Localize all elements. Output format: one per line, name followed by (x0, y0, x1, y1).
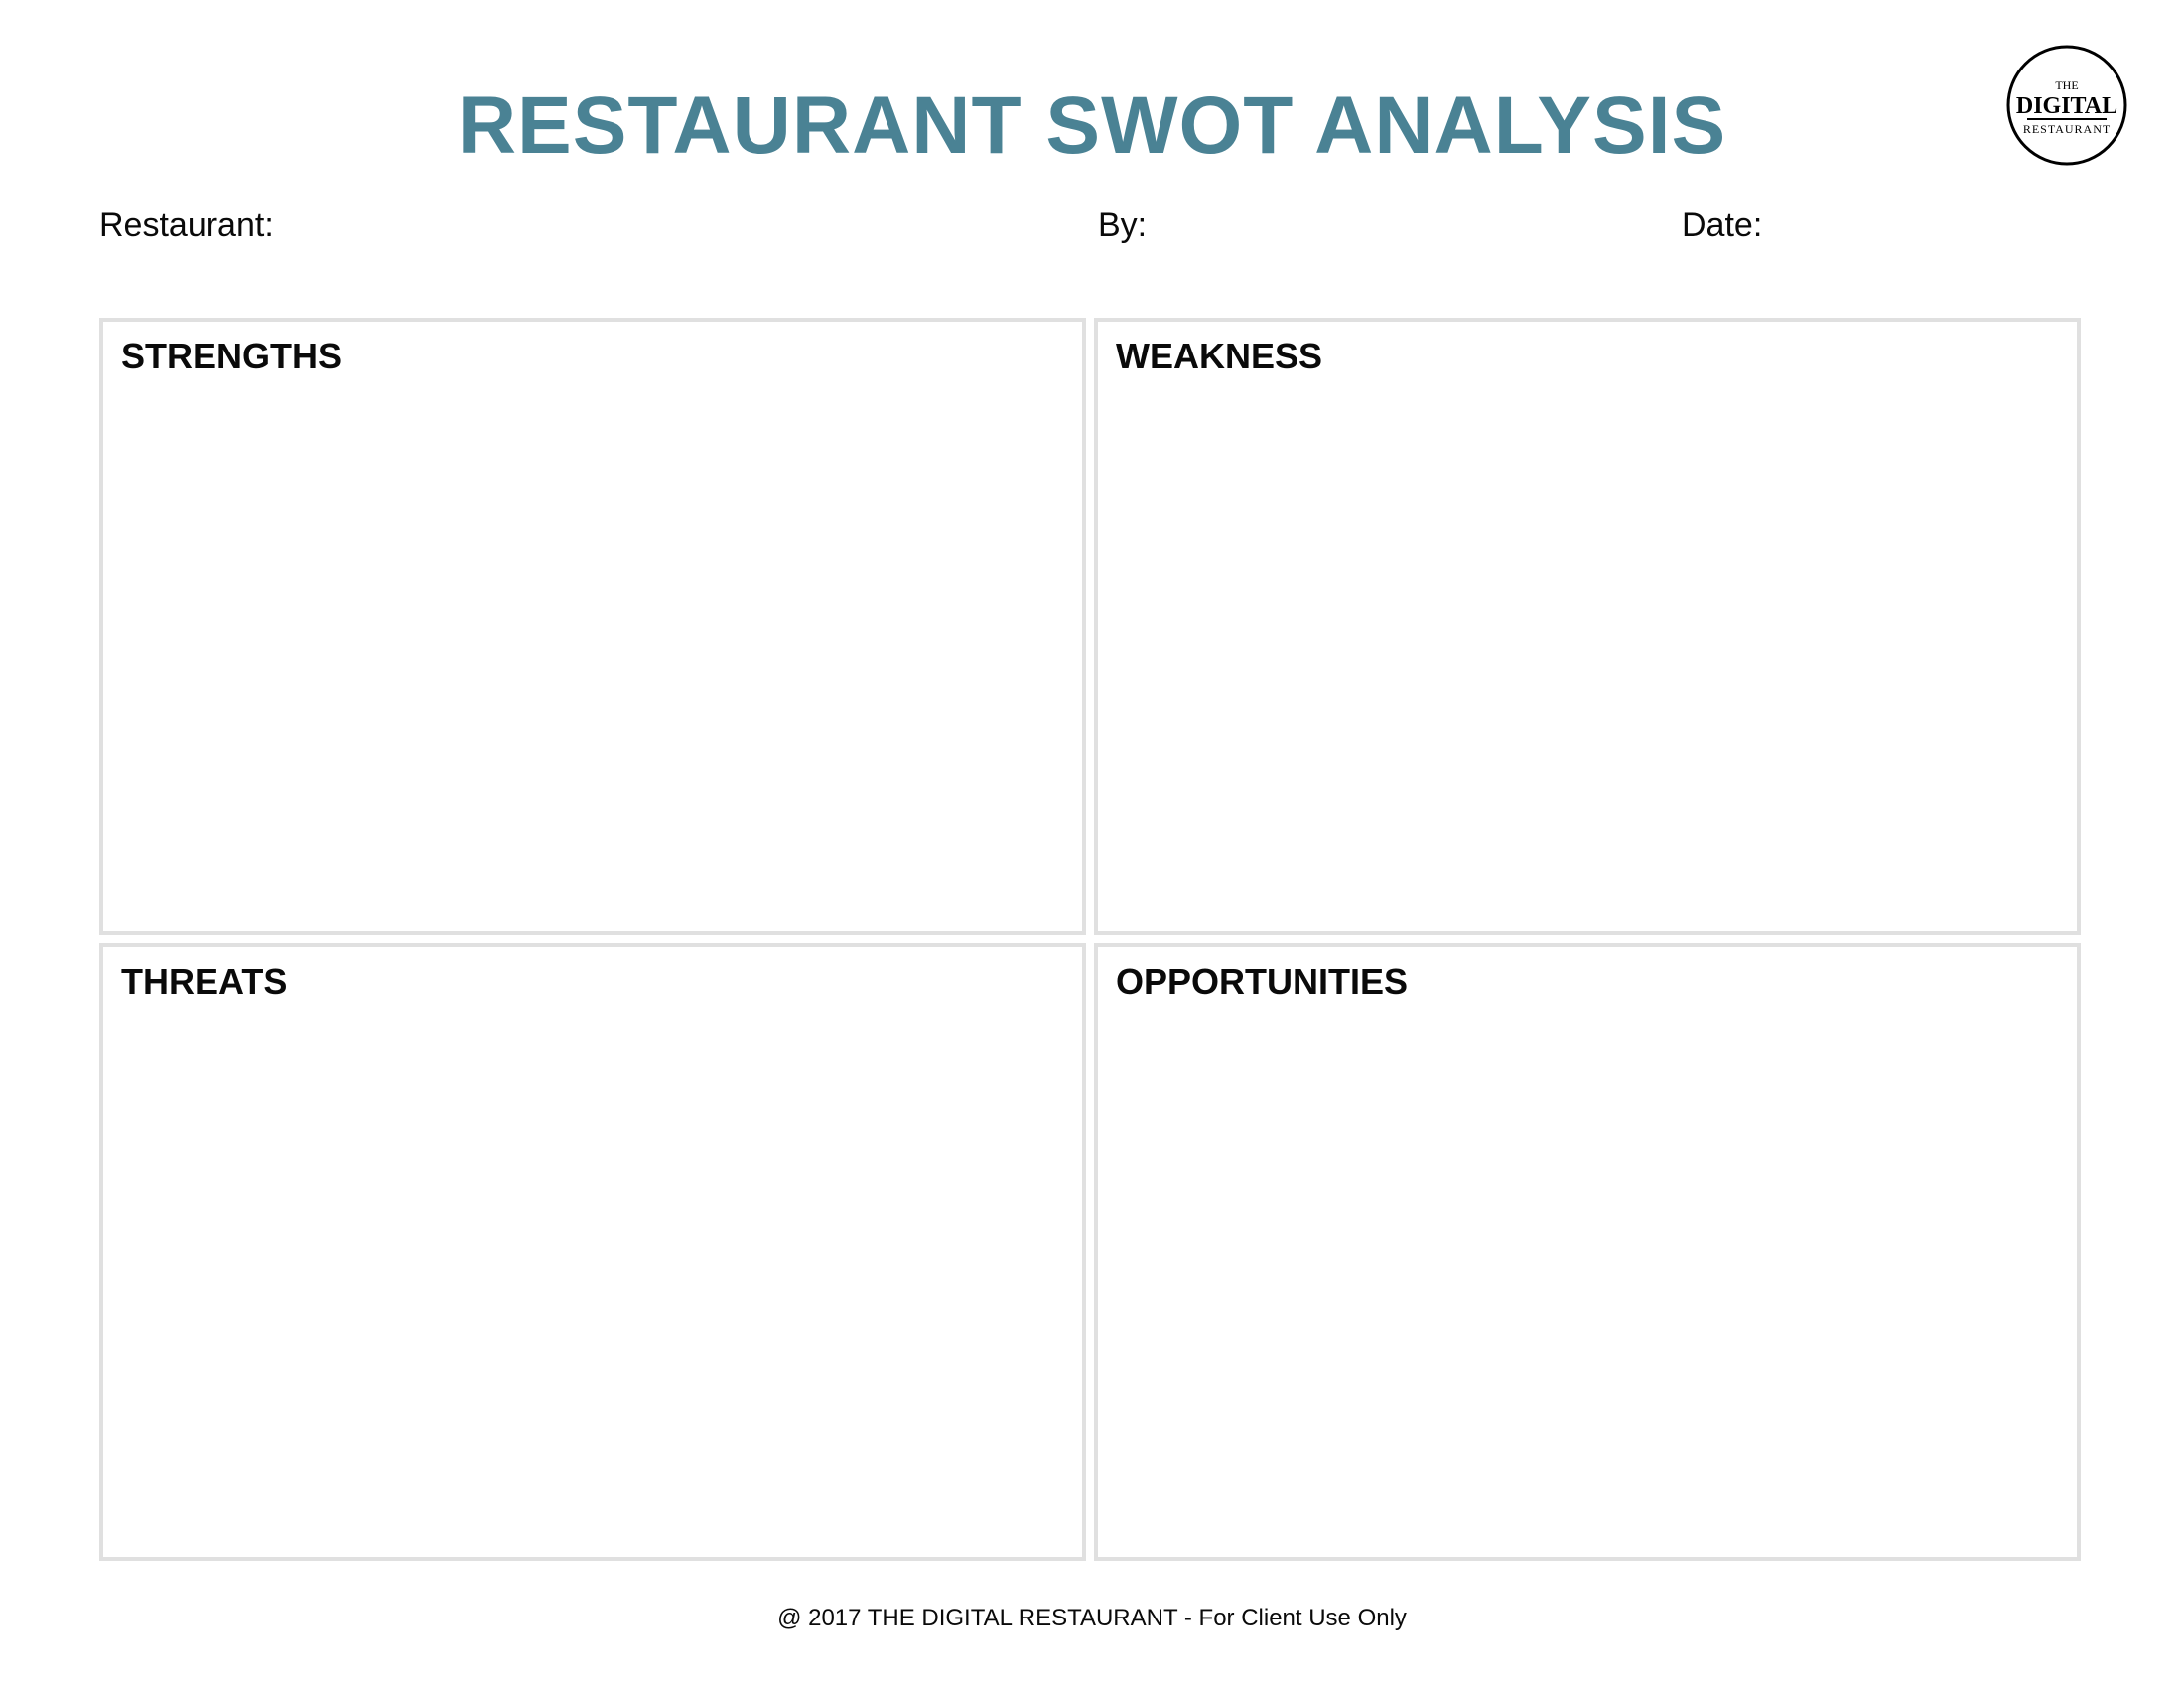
logo-line3: RESTAURANT (2023, 122, 2111, 136)
brand-logo: THE DIGITAL RESTAURANT (2005, 44, 2128, 167)
cell-heading-weakness: WEAKNESS (1116, 336, 2059, 377)
cell-weakness: WEAKNESS (1094, 318, 2081, 935)
cell-opportunities: OPPORTUNITIES (1094, 943, 2081, 1561)
svg-text:RESTAURANT: RESTAURANT (2023, 122, 2111, 136)
footer-text: @ 2017 THE DIGITAL RESTAURANT - For Clie… (0, 1605, 2184, 1632)
swot-grid: STRENGTHS WEAKNESS THREATS OPPORTUNITIES (99, 318, 2081, 1561)
logo-line2: DIGITAL (2016, 93, 2117, 119)
svg-text:THE: THE (2055, 78, 2078, 92)
meta-restaurant-label: Restaurant: (99, 207, 274, 245)
cell-heading-strengths: STRENGTHS (121, 336, 1064, 377)
cell-heading-threats: THREATS (121, 961, 1064, 1003)
cell-heading-opportunities: OPPORTUNITIES (1116, 961, 2059, 1003)
page: RESTAURANT SWOT ANALYSIS THE DIGITAL RES… (0, 0, 2184, 1688)
page-title: RESTAURANT SWOT ANALYSIS (0, 79, 2184, 173)
brand-logo-icon: THE DIGITAL RESTAURANT (2005, 44, 2128, 167)
cell-strengths: STRENGTHS (99, 318, 1086, 935)
logo-line1: THE (2055, 78, 2078, 92)
svg-text:DIGITAL: DIGITAL (2016, 93, 2117, 119)
meta-by-label: By: (1098, 207, 1147, 245)
cell-threats: THREATS (99, 943, 1086, 1561)
meta-row: Restaurant: By: Date: (99, 207, 2085, 256)
meta-date-label: Date: (1682, 207, 1762, 245)
